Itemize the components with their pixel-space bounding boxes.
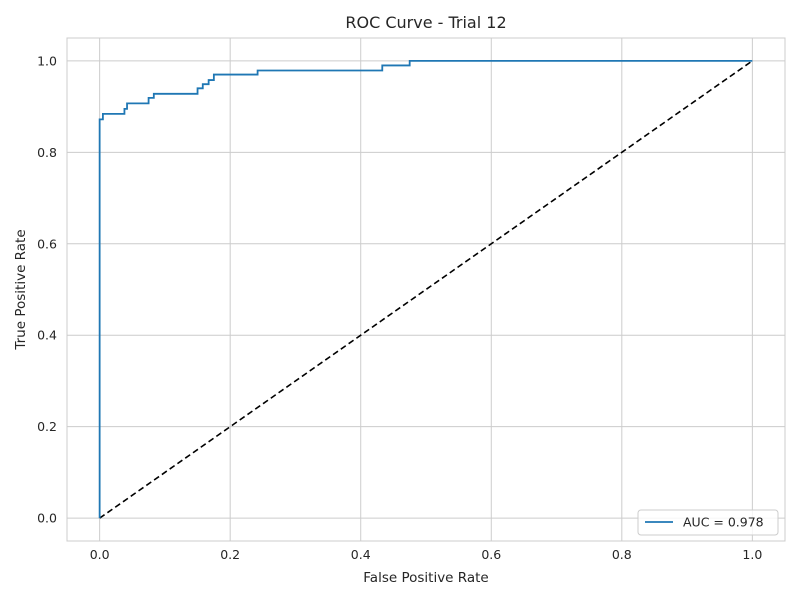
grid-lines: [67, 38, 785, 541]
x-tick-label: 0.0: [90, 547, 110, 562]
x-tick-label: 0.6: [481, 547, 501, 562]
legend: AUC = 0.978: [637, 509, 779, 536]
x-tick-label: 0.8: [612, 547, 632, 562]
chart-title: ROC Curve - Trial 12: [345, 13, 506, 32]
y-axis-title: True Positive Rate: [13, 229, 29, 350]
y-tick-label: 0.2: [37, 419, 57, 434]
y-axis-ticks: 0.0 0.2 0.4 0.6 0.8 1.0: [37, 53, 57, 525]
x-tick-label: 1.0: [742, 547, 762, 562]
legend-box: [637, 509, 779, 536]
y-tick-label: 0.8: [37, 145, 57, 160]
y-tick-label: 0.6: [37, 236, 57, 251]
roc-curve-line: [98, 59, 753, 519]
series-layer: [98, 59, 753, 519]
x-tick-label: 0.2: [220, 547, 240, 562]
y-tick-label: 0.4: [37, 328, 57, 343]
x-axis-title: False Positive Rate: [363, 570, 488, 586]
y-tick-label: 0.0: [37, 511, 57, 526]
x-tick-label: 0.4: [351, 547, 371, 562]
plot-frame: [66, 37, 786, 542]
x-axis-ticks: 0.0 0.2 0.4 0.6 0.8 1.0: [90, 547, 763, 562]
legend-entry-label: AUC = 0.978: [683, 515, 764, 530]
y-tick-label: 1.0: [37, 53, 57, 68]
